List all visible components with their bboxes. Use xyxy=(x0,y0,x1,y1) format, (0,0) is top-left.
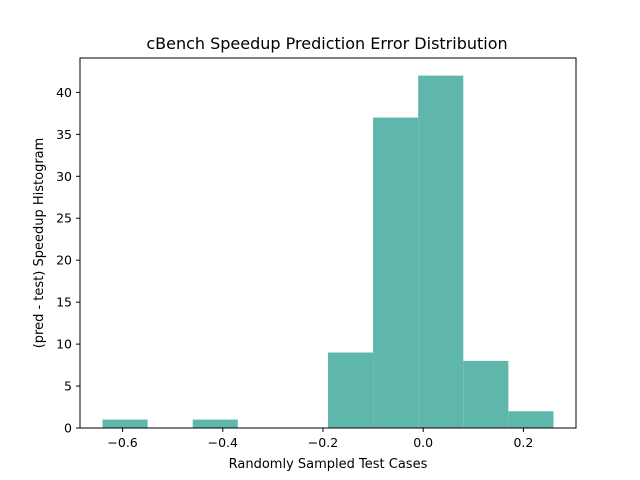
histogram-bar xyxy=(102,419,148,428)
y-tick-label: 5 xyxy=(64,379,72,394)
y-axis-ticks: 0 5 10 15 20 25 30 35 40 xyxy=(56,85,80,436)
y-tick-label: 10 xyxy=(56,337,72,352)
x-axis-ticks: −0.6 −0.4 −0.2 0.0 0.2 xyxy=(107,428,533,450)
x-tick-label: 0.2 xyxy=(513,435,533,450)
y-tick-label: 15 xyxy=(56,295,72,310)
x-tick-label: −0.6 xyxy=(107,435,137,450)
histogram-bar xyxy=(463,360,509,428)
y-tick-label: 20 xyxy=(56,253,72,268)
y-tick-label: 35 xyxy=(56,127,72,142)
chart-title: cBench Speedup Prediction Error Distribu… xyxy=(146,34,507,53)
x-tick-label: −0.4 xyxy=(208,435,238,450)
plot-frame xyxy=(79,57,577,429)
histogram-bar xyxy=(328,352,374,428)
x-axis-label: Randomly Sampled Test Cases xyxy=(229,457,428,472)
histogram-bar xyxy=(373,117,419,429)
y-axis-label: (pred - test) Speedup Histogram xyxy=(32,138,47,349)
x-tick-label: 0.0 xyxy=(413,435,433,450)
histogram-bar xyxy=(192,419,238,428)
histogram-bar xyxy=(418,75,464,428)
histogram-bar xyxy=(508,411,554,428)
bars-group xyxy=(102,75,554,429)
y-tick-label: 40 xyxy=(56,85,72,100)
y-tick-label: 30 xyxy=(56,169,72,184)
y-tick-label: 0 xyxy=(64,421,72,436)
x-tick-label: −0.2 xyxy=(308,435,338,450)
y-tick-label: 25 xyxy=(56,211,72,226)
